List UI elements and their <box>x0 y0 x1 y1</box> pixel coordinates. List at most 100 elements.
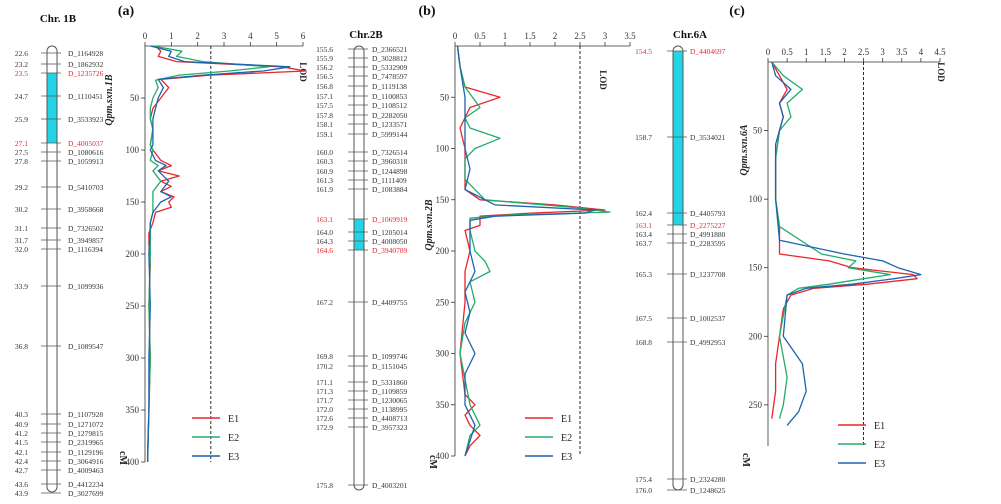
marker: 171.7 D_1230065 <box>316 396 408 405</box>
marker-position: 31.7 <box>15 236 28 245</box>
legend-item: E1 <box>838 421 885 432</box>
marker-position: 157.8 <box>316 111 333 120</box>
marker-name: D_4005037 <box>68 139 104 148</box>
marker-position: 160.0 <box>316 148 333 157</box>
marker: 161.3 D_1111409 <box>316 176 407 185</box>
marker: 158.1 D_1233571 <box>316 120 408 129</box>
marker-position: 24.7 <box>15 92 28 101</box>
marker-name: D_1099936 <box>68 282 104 291</box>
marker-name: D_3949857 <box>68 236 104 245</box>
marker: 158.7 D_3534021 <box>635 133 726 142</box>
marker-name: D_2282050 <box>372 111 408 120</box>
marker-position: 169.8 <box>316 352 333 361</box>
legend-item: E2 <box>838 440 885 451</box>
marker: 168.8 D_4992953 <box>635 338 726 347</box>
marker-position: 172.0 <box>316 405 333 414</box>
marker-name: D_1237708 <box>690 270 726 279</box>
marker-name: D_4991880 <box>690 230 726 239</box>
cm-axis-title: cM <box>740 453 751 467</box>
marker-position: 163.1 <box>316 215 333 224</box>
marker: 167.5 D_1002537 <box>635 314 726 323</box>
marker: 159.1 D_5999144 <box>316 130 408 139</box>
marker: 163.1 D_1069919 <box>316 215 408 224</box>
marker: 167.2 D_4409755 <box>316 298 408 307</box>
marker: 155.9 D_3028812 <box>316 54 408 63</box>
marker-name: D_3027699 <box>68 489 104 498</box>
panel-label: (a) <box>118 4 135 19</box>
marker-name: D_1083884 <box>372 185 408 194</box>
legend-label: E2 <box>561 433 572 444</box>
marker: 33.9 D_1099936 <box>15 282 104 291</box>
x-tick-label: 0 <box>453 31 458 41</box>
marker-position: 36.8 <box>15 342 28 351</box>
marker-position: 156.2 <box>316 63 333 72</box>
marker-name: D_1164928 <box>68 49 103 58</box>
marker: 175.8 D_4003201 <box>316 481 408 490</box>
series-line-e2 <box>771 61 891 419</box>
y-tick-label: 150 <box>749 263 763 273</box>
marker-position: 40.9 <box>15 420 28 429</box>
x-tick-label: 2 <box>195 31 200 41</box>
marker: 171.3 D_1109859 <box>316 387 407 396</box>
marker: 163.1 D_2275227 <box>635 221 726 230</box>
marker: 43.6 D_4412234 <box>15 480 104 489</box>
series-line-e1 <box>146 45 307 462</box>
x-tick-label: 0 <box>766 47 771 57</box>
y-tick-label: 300 <box>436 349 450 359</box>
marker: 24.7 D_1110451 <box>15 92 103 101</box>
marker: 171.1 D_5331860 <box>316 378 408 387</box>
marker-position: 40.3 <box>15 410 28 419</box>
y-tick-label: 250 <box>436 297 450 307</box>
marker-name: D_3534021 <box>690 133 726 142</box>
legend-label: E1 <box>874 421 885 432</box>
marker-position: 42.7 <box>15 466 28 475</box>
marker-name: D_3958668 <box>68 205 104 214</box>
marker-name: D_7326502 <box>68 224 104 233</box>
y-tick-label: 50 <box>440 92 450 102</box>
marker-position: 30.2 <box>15 205 28 214</box>
marker: 22.6 D_1164928 <box>15 49 104 58</box>
cm-axis-title: cM <box>427 455 438 469</box>
qtl-name: Qpm.sxn.6A <box>739 124 750 175</box>
marker-name: D_4008050 <box>372 237 408 246</box>
x-tick-label: 0.5 <box>474 31 486 41</box>
marker-name: D_1230065 <box>372 396 408 405</box>
lod-axis-title: LOD <box>298 62 308 82</box>
marker-position: 27.5 <box>15 148 28 157</box>
marker: 172.9 D_3957323 <box>316 423 408 432</box>
y-tick-label: 150 <box>436 195 450 205</box>
lod-plot-3: (c) 0 0.5 1 1.5 2 2.5 3 3.5 4 4.5 50 100 150 200 250 LOD… <box>729 4 946 470</box>
marker-position: 157.5 <box>316 101 333 110</box>
x-tick-label: 3 <box>603 31 608 41</box>
marker-name: D_1110451 <box>68 92 103 101</box>
x-tick-label: 0.5 <box>781 47 793 57</box>
marker-name: D_5999144 <box>372 130 408 139</box>
marker-position: 160.3 <box>316 157 333 166</box>
marker: 163.4 D_4991880 <box>635 230 726 239</box>
chromosome-title: Chr. 1B <box>40 13 77 25</box>
marker-name: D_2366521 <box>372 45 408 54</box>
marker-name: D_1862932 <box>68 60 104 69</box>
qtl-name: Qpm.sxn.1B <box>104 74 115 125</box>
marker-position: 160.9 <box>316 167 333 176</box>
chromosome-bar <box>46 45 58 493</box>
marker-name: D_1089547 <box>68 342 104 351</box>
series-line-e3 <box>456 45 596 457</box>
x-tick-label: 1 <box>804 47 809 57</box>
marker-name: D_4003201 <box>372 481 408 490</box>
marker: 36.8 D_1089547 <box>15 342 104 351</box>
marker-position: 158.1 <box>316 120 333 129</box>
x-tick-label: 4 <box>919 47 924 57</box>
marker: 154.5 D_4404697 <box>635 47 726 56</box>
series-line-e3 <box>771 61 922 426</box>
marker-position: 155.6 <box>316 45 333 54</box>
marker: 27.1 D_4005037 <box>15 139 104 148</box>
marker-name: D_4992953 <box>690 338 726 347</box>
marker-name: D_1111409 <box>372 176 407 185</box>
marker: 29.2 D_5410703 <box>15 183 104 192</box>
marker-position: 164.3 <box>316 237 333 246</box>
marker: 160.3 D_3960318 <box>316 157 408 166</box>
marker-name: D_1059913 <box>68 157 104 166</box>
legend-item: E3 <box>525 452 572 463</box>
marker-position: 22.6 <box>15 49 28 58</box>
